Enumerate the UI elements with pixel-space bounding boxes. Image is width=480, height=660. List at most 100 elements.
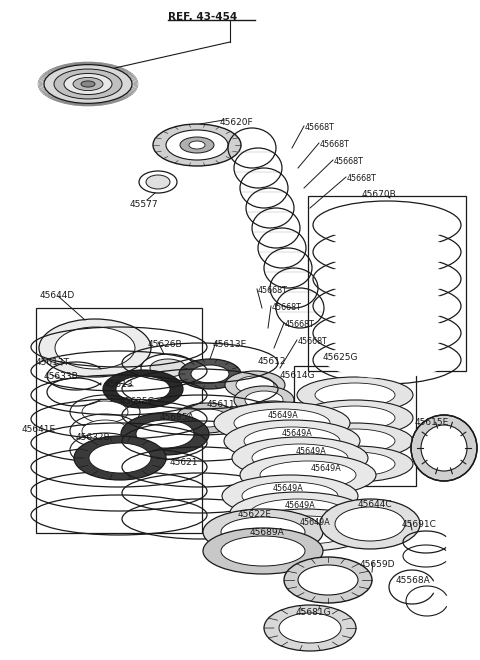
- Text: 45668T: 45668T: [298, 337, 328, 346]
- Ellipse shape: [73, 77, 103, 90]
- Ellipse shape: [203, 509, 323, 555]
- Ellipse shape: [238, 509, 374, 551]
- Ellipse shape: [325, 207, 449, 243]
- Text: REF. 43-454: REF. 43-454: [168, 12, 237, 22]
- Text: 45622E: 45622E: [238, 510, 272, 519]
- Text: 45632B: 45632B: [76, 433, 110, 442]
- Ellipse shape: [243, 401, 303, 429]
- Text: 45668T: 45668T: [305, 123, 335, 132]
- Ellipse shape: [234, 386, 294, 414]
- Ellipse shape: [234, 409, 330, 437]
- Ellipse shape: [82, 439, 128, 461]
- Ellipse shape: [191, 365, 229, 383]
- Ellipse shape: [242, 482, 338, 510]
- Text: 45659D: 45659D: [360, 560, 396, 569]
- Ellipse shape: [240, 454, 376, 496]
- Ellipse shape: [315, 406, 395, 430]
- Ellipse shape: [325, 234, 449, 270]
- Text: 45577: 45577: [130, 200, 158, 209]
- Text: 45649A: 45649A: [273, 484, 304, 493]
- Ellipse shape: [176, 403, 238, 433]
- Ellipse shape: [225, 371, 285, 399]
- Ellipse shape: [44, 65, 132, 104]
- Ellipse shape: [224, 420, 360, 462]
- Ellipse shape: [421, 425, 467, 471]
- Text: 45568A: 45568A: [396, 576, 431, 585]
- Ellipse shape: [121, 413, 209, 455]
- Ellipse shape: [180, 137, 214, 153]
- Text: 45668T: 45668T: [285, 320, 315, 329]
- Ellipse shape: [325, 315, 449, 351]
- Text: 45620F: 45620F: [220, 118, 253, 127]
- Text: 45649A: 45649A: [285, 501, 316, 510]
- Ellipse shape: [89, 443, 151, 473]
- Text: 45613T: 45613T: [36, 358, 70, 367]
- Ellipse shape: [315, 452, 395, 476]
- Ellipse shape: [264, 605, 356, 651]
- Text: 45668T: 45668T: [334, 157, 364, 166]
- Ellipse shape: [116, 376, 170, 402]
- Ellipse shape: [250, 499, 346, 527]
- Text: 45668T: 45668T: [258, 286, 288, 295]
- Bar: [36, 308, 202, 533]
- Ellipse shape: [221, 536, 305, 566]
- Text: 45613: 45613: [105, 380, 133, 389]
- Bar: [308, 196, 466, 371]
- Text: 45625C: 45625C: [120, 397, 155, 406]
- Text: 45614G: 45614G: [280, 371, 315, 380]
- Ellipse shape: [258, 516, 354, 544]
- Ellipse shape: [335, 507, 405, 541]
- Text: 45649A: 45649A: [282, 429, 313, 438]
- Ellipse shape: [315, 429, 395, 453]
- Ellipse shape: [214, 402, 350, 444]
- Ellipse shape: [141, 354, 195, 382]
- Ellipse shape: [325, 261, 449, 297]
- Ellipse shape: [244, 427, 340, 455]
- Ellipse shape: [186, 409, 228, 427]
- Text: 45641E: 45641E: [22, 425, 56, 434]
- Ellipse shape: [55, 327, 135, 369]
- Ellipse shape: [411, 415, 477, 481]
- Text: 45668T: 45668T: [347, 174, 377, 183]
- Ellipse shape: [297, 446, 413, 482]
- Ellipse shape: [203, 528, 323, 574]
- Ellipse shape: [166, 130, 228, 160]
- Ellipse shape: [236, 376, 274, 394]
- Text: 45611: 45611: [207, 400, 236, 409]
- Ellipse shape: [245, 391, 283, 409]
- Ellipse shape: [325, 342, 449, 378]
- Ellipse shape: [232, 437, 368, 479]
- Ellipse shape: [230, 492, 366, 534]
- Text: 45625G: 45625G: [323, 353, 359, 362]
- Text: 45681G: 45681G: [296, 608, 332, 617]
- Ellipse shape: [298, 565, 358, 595]
- Ellipse shape: [221, 517, 305, 547]
- Ellipse shape: [82, 420, 128, 442]
- Ellipse shape: [150, 359, 186, 377]
- Text: 45612: 45612: [258, 357, 287, 366]
- Text: 45649A: 45649A: [300, 518, 331, 527]
- Ellipse shape: [325, 288, 449, 324]
- Text: 45668T: 45668T: [320, 140, 350, 149]
- Text: 45691C: 45691C: [402, 520, 437, 529]
- Text: 45670B: 45670B: [362, 190, 397, 199]
- Ellipse shape: [297, 423, 413, 459]
- Text: 45649A: 45649A: [296, 447, 327, 456]
- Ellipse shape: [254, 406, 292, 424]
- Text: 45649A: 45649A: [268, 411, 299, 420]
- Text: 45633B: 45633B: [44, 372, 79, 381]
- Ellipse shape: [284, 557, 372, 603]
- Text: 45613E: 45613E: [213, 340, 247, 349]
- Ellipse shape: [260, 461, 356, 489]
- Ellipse shape: [153, 124, 241, 166]
- Text: 45649A: 45649A: [311, 464, 342, 473]
- Ellipse shape: [136, 420, 194, 448]
- Text: 45615E: 45615E: [415, 418, 449, 427]
- Text: 45644D: 45644D: [40, 291, 75, 300]
- Ellipse shape: [222, 475, 358, 517]
- Ellipse shape: [252, 444, 348, 472]
- Ellipse shape: [189, 141, 205, 149]
- Ellipse shape: [279, 613, 341, 643]
- Text: 45621: 45621: [170, 458, 199, 467]
- Ellipse shape: [320, 499, 420, 549]
